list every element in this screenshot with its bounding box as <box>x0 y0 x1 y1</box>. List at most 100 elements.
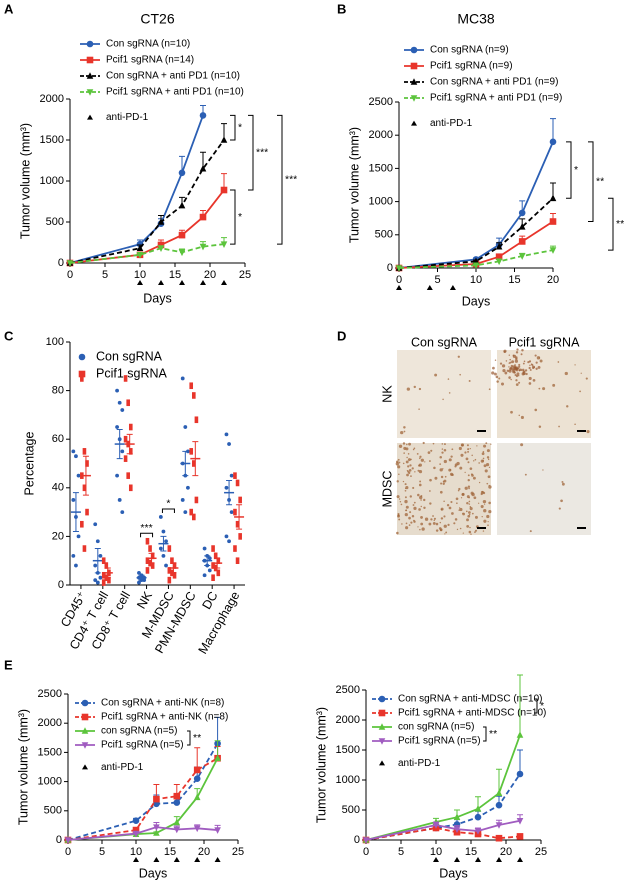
stain-spot <box>518 365 521 368</box>
data-point <box>153 795 160 803</box>
x-tick-label: 15 <box>164 846 176 858</box>
stain-spot <box>484 503 486 505</box>
x-tick-label: 0 <box>67 269 73 281</box>
data-point <box>549 194 557 202</box>
stain-spot <box>468 487 470 490</box>
stain-spot <box>464 486 468 490</box>
stain-spot <box>504 371 508 375</box>
series-line <box>67 826 218 841</box>
stain-spot <box>439 468 443 472</box>
stain-spot <box>501 364 506 368</box>
significance-label: * <box>166 498 170 510</box>
data-point <box>173 818 181 826</box>
significance-bracket <box>608 197 614 251</box>
stain-spot <box>398 473 400 476</box>
series-line <box>365 827 521 841</box>
stain-spot <box>405 526 409 530</box>
data-point <box>158 515 163 519</box>
stain-spot <box>417 526 419 528</box>
stain-spot <box>468 496 470 499</box>
error-bar <box>138 574 145 581</box>
stain-spot <box>434 476 438 480</box>
stain-spot <box>530 363 533 366</box>
data-point <box>495 242 503 250</box>
significance-label: ** <box>596 175 604 187</box>
data-point <box>189 382 194 390</box>
data-point <box>238 533 242 540</box>
stain-spot <box>464 471 466 474</box>
legend-marker <box>81 727 89 734</box>
stain-spot <box>443 515 446 518</box>
stain-spot <box>561 480 564 483</box>
data-point <box>495 789 503 796</box>
stain-spot <box>406 473 409 477</box>
data-point <box>220 136 228 143</box>
stain-spot <box>427 451 431 454</box>
stain-spot <box>515 366 519 370</box>
legend-marker <box>78 370 86 378</box>
data-point <box>216 557 221 564</box>
data-point <box>164 539 168 544</box>
y-tick-label: 2000 <box>336 714 360 726</box>
data-point <box>128 484 133 492</box>
data-point <box>74 563 78 568</box>
stain-spot <box>397 458 400 461</box>
stain-spot <box>485 442 488 445</box>
stain-spot <box>407 453 410 455</box>
legend-label: anti-PD-1 <box>430 118 473 129</box>
stain-spot <box>444 533 446 535</box>
significance-label: * <box>238 121 242 133</box>
x-tick-label: 10 <box>470 274 482 286</box>
stain-spot <box>488 501 491 505</box>
stain-spot <box>407 458 411 462</box>
significance-label: *** <box>140 522 152 534</box>
data-point <box>192 392 196 399</box>
legend-label: Pcif1 sgRNA + anti PD1 (n=9) <box>430 93 562 104</box>
data-point <box>157 218 165 225</box>
stain-spot <box>488 510 492 514</box>
stain-spot <box>534 408 538 412</box>
stain-spot <box>467 461 470 464</box>
legend-marker <box>411 120 417 126</box>
data-point <box>549 138 557 146</box>
data-point <box>395 265 403 272</box>
error-bar <box>126 433 133 455</box>
stain-spot <box>453 522 456 525</box>
stain-spot <box>528 366 531 370</box>
data-point <box>516 770 524 778</box>
data-point <box>167 567 172 574</box>
stain-spot <box>515 351 519 354</box>
y-axis-title: Tumor volume (mm³) <box>18 123 32 239</box>
x-tick-label: 25 <box>239 269 251 281</box>
stain-spot <box>516 372 520 376</box>
stain-spot <box>460 497 463 499</box>
data-point <box>238 496 242 504</box>
stain-spot <box>482 491 486 495</box>
x-axis-title: Days <box>462 294 490 308</box>
stain-spot <box>529 368 532 371</box>
stain-spot <box>450 500 453 504</box>
data-point <box>213 552 218 560</box>
stain-spot <box>420 505 423 508</box>
stain-spot <box>460 453 464 457</box>
legend-label: Pcif1 sgRNA (n=5) <box>101 740 184 751</box>
stain-spot <box>482 451 485 453</box>
data-point <box>153 829 160 836</box>
stain-spot <box>518 363 521 366</box>
significance-bracket <box>588 141 594 223</box>
stain-spot <box>443 500 445 502</box>
stain-spot <box>515 383 519 386</box>
stain-spot <box>402 480 405 483</box>
stain-spot <box>516 348 519 351</box>
stain-spot <box>443 448 447 452</box>
stain-spot <box>455 497 459 501</box>
data-point <box>167 545 172 552</box>
stain-spot <box>514 359 518 363</box>
stain-spot <box>408 516 411 520</box>
data-point <box>178 201 186 209</box>
stain-spot <box>406 469 409 472</box>
stain-spot <box>522 368 525 371</box>
stain-spot <box>438 527 442 530</box>
legend-label: Con sgRNA + anti-NK (n=8) <box>101 698 224 709</box>
treatment-marker <box>158 280 164 285</box>
